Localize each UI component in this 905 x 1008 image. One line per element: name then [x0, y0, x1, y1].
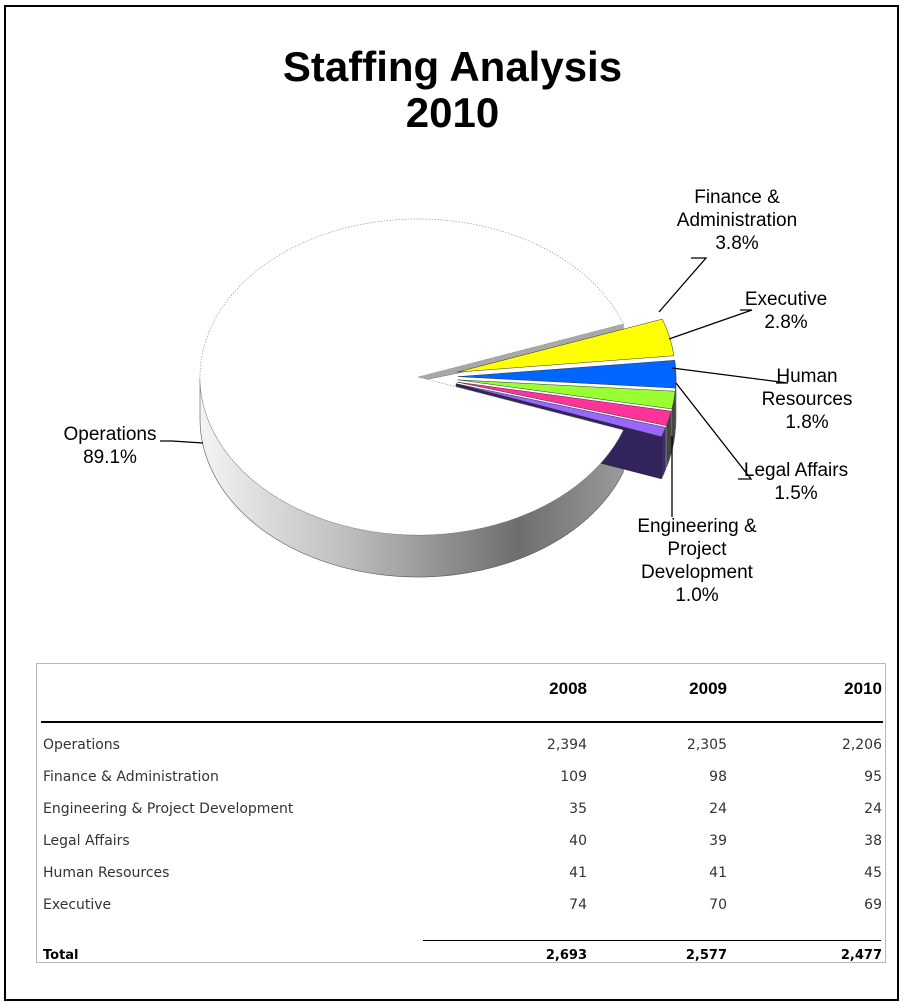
- pie-label-line: Legal Affairs: [744, 460, 848, 481]
- pie-label-legal-affairs: Legal Affairs 1.5%: [744, 460, 848, 504]
- pie-label-line: Operations: [64, 424, 157, 445]
- row-label: Legal Affairs: [43, 833, 130, 849]
- column-header-2010: 2010: [844, 679, 882, 698]
- cell-2010: 45: [864, 865, 882, 881]
- leader-line-operations: [160, 440, 204, 444]
- column-header-2009: 2009: [689, 679, 727, 698]
- table-row: Human Resources 41 41 45: [37, 859, 885, 889]
- pie-label-line: Resources: [762, 389, 853, 410]
- pie-label-finance-administration: Finance & Administration 3.8%: [677, 187, 797, 254]
- pie-slice-human-resources: [457, 379, 676, 410]
- cell-2009: 2,305: [686, 737, 727, 753]
- pie-label-line: 89.1%: [83, 447, 137, 468]
- cell-2008: 41: [569, 865, 587, 881]
- table-row: Finance & Administration 109 98 95: [37, 763, 885, 793]
- pie-label-operations: Operations 89.1%: [64, 424, 157, 468]
- pie-label-executive: Executive 2.8%: [745, 289, 827, 333]
- chart-title: Staffing Analysis: [282, 43, 623, 90]
- row-label: Executive: [43, 897, 112, 913]
- column-header-2008: 2008: [549, 679, 587, 698]
- chart-title-block: Staffing Analysis 2010: [0, 44, 905, 136]
- row-label: Engineering & Project Development: [43, 801, 294, 817]
- leader-line-human-resources: [671, 367, 789, 384]
- cell-2009: 98: [709, 769, 727, 785]
- table-row: Operations 2,394 2,305 2,206: [37, 731, 885, 761]
- header-rule: [41, 721, 883, 723]
- cell-2008: 2,693: [545, 948, 587, 963]
- page-frame: [4, 5, 899, 1001]
- pie-label-line: Administration: [677, 210, 797, 231]
- cell-2009: 2,577: [685, 948, 727, 963]
- pie-label-line: Executive: [745, 289, 827, 310]
- table-total-row: Total 2,693 2,577 2,477: [37, 942, 885, 972]
- cell-2008: 35: [569, 801, 587, 817]
- pie-label-line: 3.8%: [715, 233, 758, 254]
- cell-2008: 2,394: [546, 737, 587, 753]
- leader-line-finance-administration: [658, 257, 708, 313]
- cell-2010: 38: [864, 833, 882, 849]
- pie-label-human-resources: Human Resources 1.8%: [762, 366, 853, 433]
- cell-2010: 2,206: [841, 737, 882, 753]
- leader-line-executive: [668, 309, 753, 340]
- table-row: Legal Affairs 40 39 38: [37, 827, 885, 857]
- leader-line-legal-affairs: [675, 382, 753, 480]
- table-row: Executive 74 70 69: [37, 891, 885, 921]
- cell-2009: 41: [709, 865, 727, 881]
- row-label: Operations: [43, 737, 120, 753]
- row-label: Human Resources: [43, 865, 170, 881]
- cell-2008: 109: [560, 769, 587, 785]
- pie-slice-finance-administration: [456, 318, 675, 373]
- cell-2008: 40: [569, 833, 587, 849]
- cell-2009: 39: [709, 833, 727, 849]
- pie-label-line: 1.5%: [774, 483, 817, 504]
- pie-label-engineering-project-development: Engineering & Project Development 1.0%: [637, 516, 757, 606]
- pie-label-line: Development: [641, 562, 754, 583]
- pie-label-line: Project: [667, 539, 727, 560]
- staffing-table: 2008 2009 2010 Operations 2,394 2,305 2,206…: [36, 663, 886, 963]
- pie-slice-operations: [199, 218, 624, 536]
- pie-label-line: Human: [776, 366, 837, 387]
- pie-label-line: 1.8%: [785, 412, 828, 433]
- pie-slice-executive: [457, 360, 677, 389]
- cell-2008: 74: [569, 897, 587, 913]
- pie-label-line: 2.8%: [764, 312, 807, 333]
- cell-2009: 70: [709, 897, 727, 913]
- chart-subtitle: 2010: [405, 89, 500, 136]
- table-header: 2008 2009 2010: [37, 664, 885, 724]
- cell-2010: 69: [864, 897, 882, 913]
- pie-chart: Operations 89.1% Finance & Administration 3.…: [64, 187, 853, 606]
- cell-2010: 24: [864, 801, 882, 817]
- table-row: Engineering & Project Development 35 24 24: [37, 795, 885, 825]
- cell-2009: 24: [709, 801, 727, 817]
- pie-slice-legal-affairs: [456, 381, 672, 426]
- total-rule: [423, 940, 881, 941]
- cell-2010: 2,477: [840, 948, 882, 963]
- pie-slice-engineering-project-development: [456, 383, 666, 438]
- pie-label-line: Finance &: [694, 187, 780, 208]
- row-label: Finance & Administration: [43, 769, 219, 785]
- pie-label-line: Engineering &: [637, 516, 757, 537]
- pie-label-line: 1.0%: [675, 585, 718, 606]
- total-label: Total: [43, 948, 79, 963]
- cell-2010: 95: [864, 769, 882, 785]
